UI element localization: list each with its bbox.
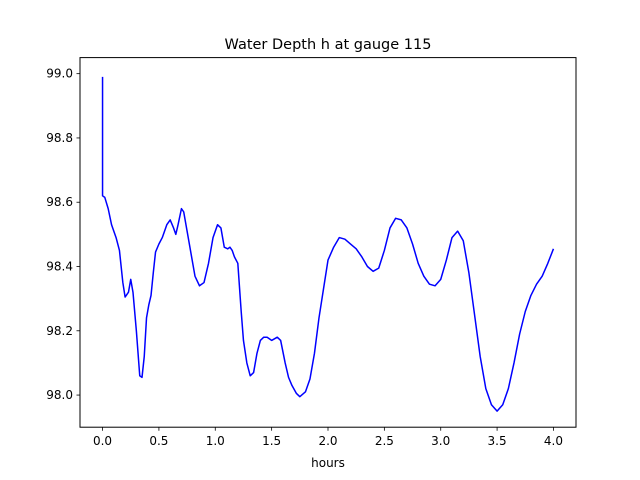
y-axis: 98.0 98.2 98.4 98.6 98.8 99.0 [46, 67, 80, 402]
y-tick-label: 98.8 [46, 131, 73, 145]
plot-frame [79, 57, 577, 428]
y-tick-label: 98.4 [46, 260, 73, 274]
series-line-0 [101, 76, 555, 412]
x-tick-label: 2.0 [318, 434, 337, 448]
x-tick-label: 3.0 [431, 434, 450, 448]
y-tick-label: 99.0 [46, 67, 73, 81]
x-axis-label: hours [311, 456, 345, 470]
x-tick-label: 4.0 [544, 434, 563, 448]
y-tick-label: 98.2 [46, 324, 73, 338]
x-tick-label: 0.0 [93, 434, 112, 448]
y-tick-label: 98.0 [46, 388, 73, 402]
chart-title: Water Depth h at gauge 115 [225, 37, 432, 53]
y-tick-label: 98.6 [46, 195, 73, 209]
x-tick-label: 1.5 [262, 434, 281, 448]
x-tick-label: 0.5 [149, 434, 168, 448]
x-tick-label: 1.0 [206, 434, 225, 448]
x-tick-label: 3.5 [488, 434, 507, 448]
x-axis: 0.0 0.5 1.0 1.5 2.0 2.5 3.0 3.5 4.0 [93, 427, 563, 448]
x-tick-label: 2.5 [375, 434, 394, 448]
